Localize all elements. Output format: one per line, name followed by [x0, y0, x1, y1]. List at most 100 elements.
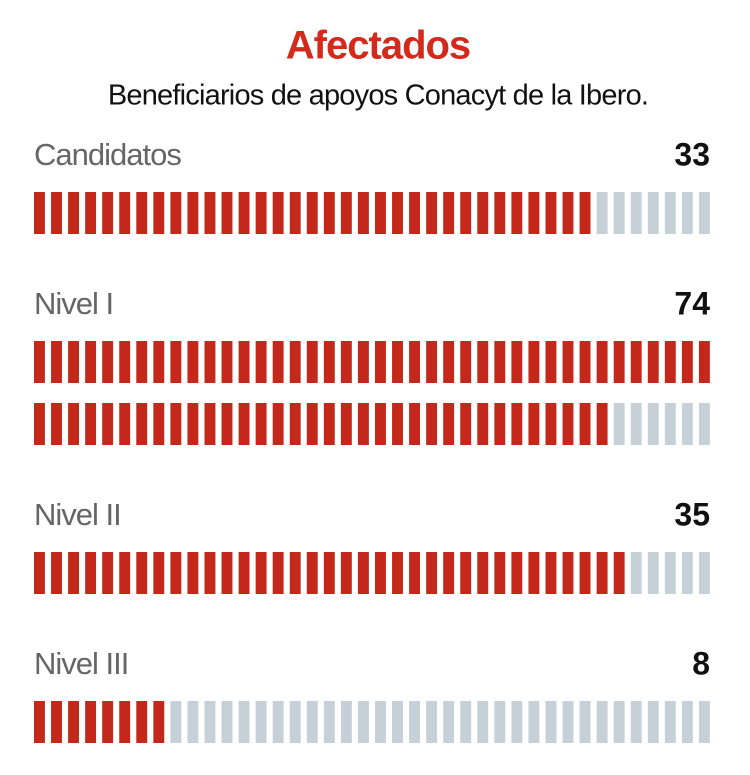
- filled-unit: [375, 403, 386, 445]
- empty-unit: [238, 701, 250, 743]
- filled-unit: [357, 552, 369, 594]
- filled-unit: [204, 192, 216, 234]
- filled-unit: [579, 403, 591, 445]
- filled-unit: [153, 341, 165, 383]
- filled-unit: [255, 192, 267, 234]
- empty-unit: [409, 701, 421, 743]
- filled-unit: [153, 701, 165, 743]
- filled-unit: [34, 403, 45, 445]
- filled-unit: [409, 341, 421, 383]
- filled-unit: [153, 192, 165, 234]
- empty-unit: [630, 552, 642, 594]
- filled-unit: [255, 341, 267, 383]
- empty-unit: [562, 701, 574, 743]
- empty-unit: [289, 701, 301, 743]
- filled-unit: [272, 552, 284, 594]
- empty-unit: [698, 192, 710, 234]
- filled-unit: [85, 192, 97, 234]
- empty-unit: [306, 701, 318, 743]
- filled-unit: [528, 341, 540, 383]
- filled-unit: [119, 192, 131, 234]
- filled-unit: [494, 341, 506, 383]
- filled-unit: [221, 552, 233, 594]
- filled-unit: [68, 341, 80, 383]
- filled-unit: [272, 341, 284, 383]
- filled-unit: [511, 192, 523, 234]
- empty-unit: [613, 403, 625, 445]
- empty-unit: [272, 701, 284, 743]
- filled-unit: [102, 341, 114, 383]
- filled-unit: [187, 341, 199, 383]
- filled-unit: [545, 403, 557, 445]
- filled-unit: [170, 341, 182, 383]
- category-label: Nivel II: [34, 497, 121, 532]
- empty-unit: [340, 701, 352, 743]
- filled-unit: [34, 341, 45, 383]
- empty-unit: [255, 701, 267, 743]
- filled-unit: [664, 341, 676, 383]
- filled-unit: [136, 192, 148, 234]
- filled-unit: [153, 403, 165, 445]
- filled-unit: [51, 701, 62, 743]
- filled-unit: [545, 552, 557, 594]
- filled-unit: [392, 192, 403, 234]
- filled-unit: [477, 403, 489, 445]
- filled-unit: [426, 341, 438, 383]
- filled-unit: [528, 552, 540, 594]
- filled-unit: [426, 403, 438, 445]
- filled-unit: [562, 552, 574, 594]
- empty-unit: [170, 701, 182, 743]
- empty-unit: [647, 192, 659, 234]
- empty-unit: [698, 403, 710, 445]
- empty-unit: [681, 552, 693, 594]
- empty-unit: [221, 701, 233, 743]
- empty-unit: [647, 403, 659, 445]
- empty-unit: [187, 701, 199, 743]
- filled-unit: [204, 552, 216, 594]
- filled-unit: [443, 192, 455, 234]
- filled-unit: [511, 341, 523, 383]
- empty-unit: [681, 403, 693, 445]
- chart-subtitle: Beneficiarios de apoyos Conacyt de la Ib…: [108, 80, 648, 112]
- filled-unit: [698, 341, 710, 383]
- empty-unit: [630, 403, 642, 445]
- filled-unit: [238, 552, 250, 594]
- filled-unit: [85, 341, 97, 383]
- empty-unit: [664, 701, 676, 743]
- value-label: 8: [692, 645, 710, 681]
- filled-unit: [460, 192, 472, 234]
- filled-unit: [477, 552, 489, 594]
- filled-unit: [392, 552, 403, 594]
- filled-unit: [460, 552, 472, 594]
- filled-unit: [272, 192, 284, 234]
- unit-bar: [34, 192, 591, 234]
- empty-unit: [630, 701, 642, 743]
- filled-unit: [289, 403, 301, 445]
- filled-unit: [357, 341, 369, 383]
- category-label: Nivel III: [34, 646, 128, 681]
- empty-unit: [664, 403, 676, 445]
- filled-unit: [204, 403, 216, 445]
- empty-unit: [545, 701, 557, 743]
- filled-unit: [102, 403, 114, 445]
- filled-unit: [119, 341, 131, 383]
- filled-unit: [494, 552, 506, 594]
- filled-unit: [545, 192, 557, 234]
- filled-unit: [409, 403, 421, 445]
- filled-unit: [85, 403, 97, 445]
- category-label: Nivel I: [34, 286, 113, 321]
- filled-unit: [357, 192, 369, 234]
- filled-unit: [272, 403, 284, 445]
- value-label: 35: [674, 496, 710, 532]
- value-label: 74: [674, 285, 710, 321]
- filled-unit: [511, 552, 523, 594]
- unit-bar: [34, 552, 625, 594]
- filled-unit: [119, 403, 131, 445]
- filled-unit: [34, 701, 45, 743]
- filled-unit: [136, 701, 148, 743]
- filled-unit: [306, 403, 318, 445]
- filled-unit: [375, 341, 386, 383]
- filled-unit: [596, 403, 608, 445]
- filled-unit: [596, 552, 608, 594]
- empty-unit: [579, 701, 591, 743]
